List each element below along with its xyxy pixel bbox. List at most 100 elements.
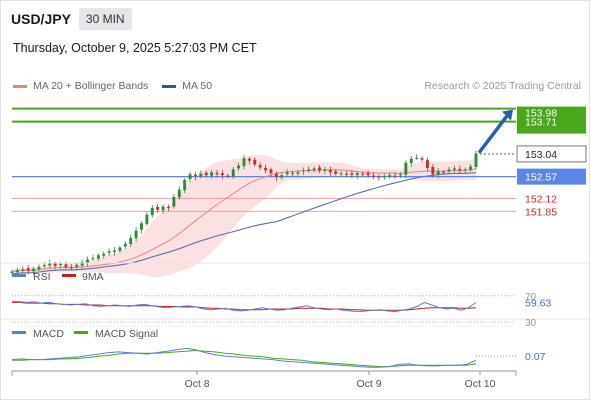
rsi-value-label: 59.63 bbox=[525, 298, 551, 310]
candle-body bbox=[156, 207, 160, 210]
candle-body bbox=[32, 268, 36, 272]
macd-signal-legend-swatch bbox=[74, 331, 88, 334]
candle-body bbox=[15, 270, 19, 273]
candle-body bbox=[312, 168, 316, 170]
macd-signal-line bbox=[12, 349, 477, 368]
macd-legend-label: MACD bbox=[33, 328, 64, 340]
candle-body bbox=[258, 165, 262, 168]
macd-line bbox=[11, 347, 477, 368]
candle-body bbox=[291, 172, 295, 174]
legend-swatch-ma20 bbox=[13, 84, 27, 88]
rsi-level-70-label: 70 bbox=[525, 292, 537, 303]
candle-body bbox=[247, 158, 251, 161]
rsi-level-30-label: 30 bbox=[525, 318, 537, 329]
candle-body bbox=[118, 247, 122, 251]
target-price-label-1: 153.71 bbox=[525, 117, 557, 129]
candle-body bbox=[96, 255, 100, 259]
pivot-price-box bbox=[517, 168, 586, 185]
bollinger-band-area bbox=[12, 154, 476, 278]
time-tick-label-0: Oct 8 bbox=[184, 378, 209, 390]
candle-body bbox=[21, 269, 25, 271]
candle-body bbox=[415, 157, 419, 159]
macd-signal-legend-label: MACD Signal bbox=[95, 328, 158, 340]
candle-body bbox=[393, 175, 397, 177]
candle-body bbox=[226, 175, 230, 177]
legend-item-ma20: MA 20 + Bollinger Bands bbox=[13, 80, 148, 92]
candle-body bbox=[69, 267, 73, 269]
candle-body bbox=[59, 263, 63, 265]
legend-label-ma50: MA 50 bbox=[182, 80, 213, 92]
candle-body bbox=[264, 167, 268, 171]
candle-body bbox=[107, 251, 111, 253]
candle-body bbox=[442, 171, 446, 173]
candle-body bbox=[404, 162, 408, 175]
candle-body bbox=[274, 173, 278, 178]
candle-body bbox=[253, 159, 257, 165]
time-tick-label-2: Oct 10 bbox=[465, 378, 496, 390]
target-arrow-shaft bbox=[478, 112, 510, 154]
timestamp: Thursday, October 9, 2025 5:27:03 PM CET bbox=[13, 41, 257, 55]
candle-body bbox=[210, 172, 214, 176]
current-price-box bbox=[516, 145, 587, 163]
candle-body bbox=[113, 250, 116, 252]
current-price-label: 153.04 bbox=[525, 149, 557, 161]
candle-body bbox=[447, 169, 451, 172]
candle-body bbox=[345, 173, 348, 175]
candle-body bbox=[409, 158, 413, 164]
candle-body bbox=[280, 175, 284, 178]
candle-body bbox=[53, 263, 57, 266]
candle-body bbox=[80, 262, 84, 266]
target-label-box bbox=[517, 106, 586, 134]
candle-body bbox=[372, 175, 375, 177]
candle-body bbox=[75, 264, 79, 267]
candle-body bbox=[377, 176, 381, 178]
candle-body bbox=[64, 264, 68, 267]
candle-body bbox=[161, 206, 165, 211]
candle-body bbox=[199, 173, 203, 177]
candle-body bbox=[469, 166, 473, 170]
candle-body bbox=[172, 196, 176, 207]
main-legend: MA 20 + Bollinger Bands MA 50 bbox=[13, 80, 226, 92]
rsi-ma-legend-swatch bbox=[62, 274, 76, 277]
candle-body bbox=[339, 173, 343, 175]
candle-body bbox=[431, 166, 435, 175]
candle-body bbox=[48, 262, 52, 266]
candle-body bbox=[37, 266, 41, 270]
candle-body bbox=[334, 171, 338, 174]
ma20-line bbox=[11, 168, 477, 273]
target-price-label-0: 153.98 bbox=[525, 108, 557, 120]
legend-item-ma50: MA 50 bbox=[162, 80, 212, 92]
candle-body bbox=[474, 153, 478, 167]
candle-body bbox=[145, 214, 149, 224]
symbol-title: USD/JPY bbox=[11, 11, 71, 27]
candle-body bbox=[296, 172, 300, 174]
candle-body bbox=[307, 169, 311, 171]
candle-body bbox=[285, 172, 289, 175]
candle-body bbox=[42, 264, 46, 266]
candle-body bbox=[361, 173, 365, 175]
candle-body bbox=[398, 174, 402, 176]
candle-body bbox=[102, 253, 106, 256]
target-arrow-head bbox=[502, 109, 513, 121]
candle-body bbox=[301, 170, 305, 172]
candle-body bbox=[140, 223, 143, 230]
candle-body bbox=[123, 243, 127, 247]
rsi-legend-swatch bbox=[12, 274, 26, 277]
chart-header: USD/JPY 30 MIN bbox=[11, 8, 132, 30]
pivot-price-label: 152.57 bbox=[525, 172, 557, 184]
candle-body bbox=[91, 258, 95, 260]
candle-body bbox=[242, 158, 246, 167]
candle-body bbox=[318, 167, 322, 171]
candle-body bbox=[420, 158, 424, 160]
candle-body bbox=[382, 176, 386, 178]
rsi-legend-label: RSI bbox=[33, 271, 51, 283]
ma50-line bbox=[11, 172, 477, 275]
candle-body bbox=[183, 180, 187, 191]
credit-text: Research © 2025 Trading Central bbox=[424, 80, 581, 92]
timeframe-badge[interactable]: 30 MIN bbox=[78, 8, 132, 30]
macd-value-label: 0.07 bbox=[525, 351, 546, 363]
candle-body bbox=[328, 169, 332, 173]
candle-body bbox=[323, 169, 327, 171]
candle-body bbox=[204, 172, 208, 176]
